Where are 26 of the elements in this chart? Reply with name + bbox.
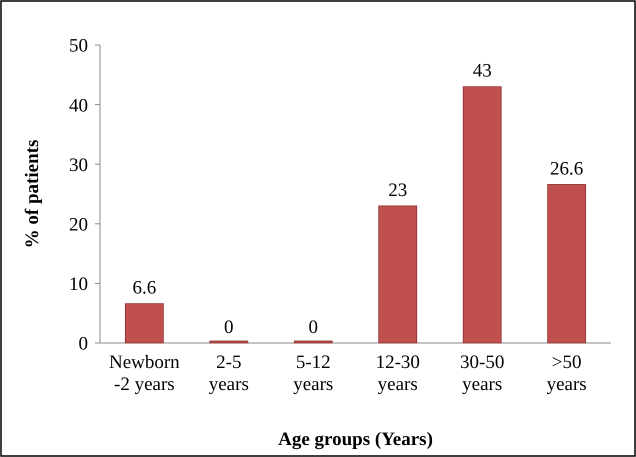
data-label: 43 (472, 60, 492, 82)
y-axis-title: % of patients (22, 140, 43, 248)
data-label: 26.6 (550, 158, 584, 180)
x-tick-label: >50 years (546, 352, 587, 395)
bar (462, 86, 502, 344)
bar (378, 206, 418, 344)
y-tick-label: 50 (69, 36, 88, 57)
bar (209, 340, 248, 344)
x-axis-title: Age groups (Years) (278, 429, 433, 450)
bar (294, 340, 333, 344)
y-tick-label: 10 (69, 274, 88, 296)
data-label: 0 (224, 317, 234, 338)
y-tick-label: 20 (69, 214, 88, 236)
x-tick-label: Newborn -2 years (108, 352, 180, 395)
bar (124, 303, 164, 344)
data-label: 23 (388, 180, 408, 201)
x-tick-label: 12-30 years (376, 352, 420, 395)
x-tick-label: 30-50 years (460, 352, 504, 395)
data-label: 0 (308, 317, 318, 338)
y-tick-label: 40 (69, 95, 88, 116)
x-tick-label: 2-5 years (208, 352, 249, 395)
bar (547, 184, 586, 344)
y-tick-label: 30 (69, 154, 88, 176)
data-label: 6.6 (132, 278, 156, 299)
x-tick-label: 5-12 years (293, 352, 334, 395)
y-tick-label: 0 (78, 334, 88, 355)
